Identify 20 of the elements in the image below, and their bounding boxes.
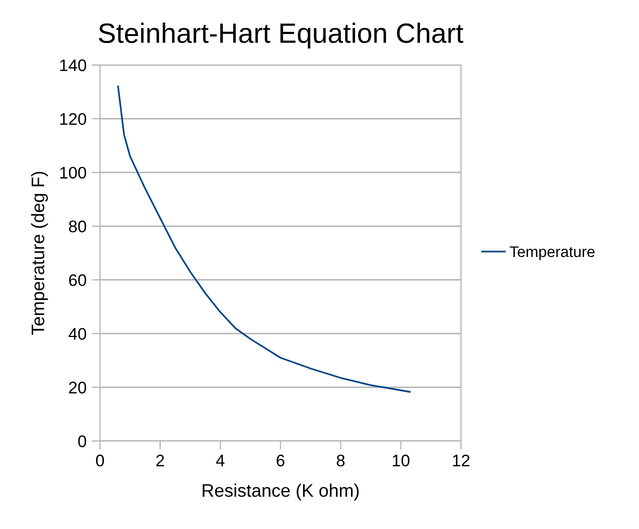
y-tick-label: 60 (69, 274, 86, 286)
x-tick-label: 10 (392, 454, 410, 466)
x-tick-label: 4 (216, 454, 224, 466)
y-tick-label: 100 (60, 166, 86, 179)
y-tick-label: 80 (68, 220, 86, 232)
y-axis-title: Temperature (deg F) (31, 172, 48, 335)
y-tick-label: 120 (60, 113, 86, 125)
x-tick-label: 12 (453, 454, 470, 466)
chart-title: Steinhart-Hart Equation Chart (98, 22, 464, 49)
x-tick-label: 2 (156, 454, 164, 466)
y-tick-label: 0 (78, 435, 86, 448)
line-series (117, 86, 411, 393)
y-tick-label: 140 (60, 59, 86, 72)
x-tick-label: 6 (276, 454, 284, 466)
x-tick-label: 8 (336, 454, 345, 466)
legend-label: Temperature (510, 246, 595, 260)
x-tick-label: 0 (96, 454, 104, 466)
y-tick-label: 20 (69, 382, 86, 394)
x-axis-title: Resistance (K ohm) (202, 484, 359, 500)
y-tick-label: 40 (68, 328, 86, 340)
